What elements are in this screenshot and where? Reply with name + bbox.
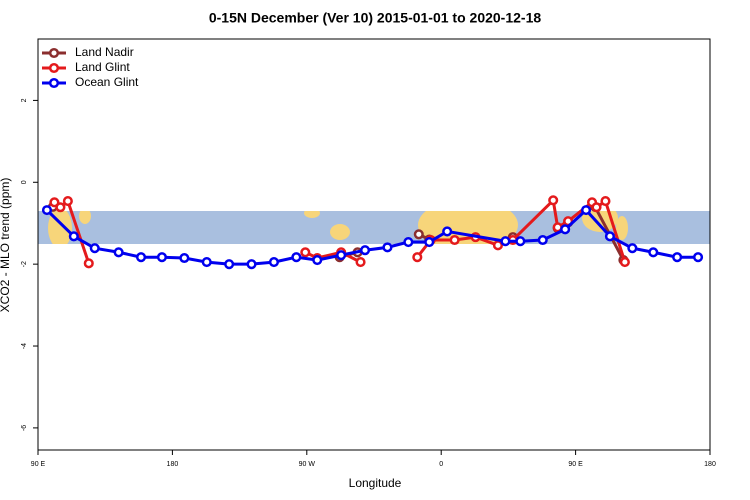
x-tick-label: 90 E <box>568 461 583 468</box>
series-point <box>413 229 424 240</box>
y-tick-label: -4 <box>21 343 28 349</box>
series-point <box>600 196 611 207</box>
x-axis-label: Longitude <box>349 476 402 490</box>
series-point <box>442 226 453 237</box>
legend-label: Land Nadir <box>75 45 134 59</box>
series-point <box>627 243 638 254</box>
series-point <box>201 257 212 268</box>
series-point <box>591 202 602 213</box>
series-point <box>312 255 323 266</box>
series-point <box>672 252 683 263</box>
series-point <box>548 195 559 206</box>
x-tick-label: 90 E <box>31 461 46 468</box>
series-point <box>49 197 60 208</box>
series-point <box>515 236 526 247</box>
y-tick-label: -6 <box>21 425 28 431</box>
y-tick-label: -2 <box>21 261 28 267</box>
series-point <box>355 257 366 268</box>
series-point <box>619 257 630 268</box>
series-point <box>113 247 124 258</box>
series-point <box>156 252 167 263</box>
plot-frame <box>37 38 711 451</box>
series-point <box>648 247 659 258</box>
series-point <box>412 252 423 263</box>
series-point <box>336 250 347 261</box>
series-point <box>581 205 592 216</box>
legend-label: Land Glint <box>75 60 130 74</box>
series-point <box>403 236 414 248</box>
series-point <box>382 242 393 253</box>
series-point <box>359 245 371 256</box>
legend-swatch-marker <box>48 62 60 74</box>
series-point <box>693 252 704 263</box>
series-point <box>291 252 302 263</box>
series-point <box>246 259 257 270</box>
map-band <box>38 211 710 244</box>
series-point <box>135 252 147 263</box>
series-point <box>424 236 435 248</box>
y-axis-label: XCO2 - MLO trend (ppm) <box>0 178 12 313</box>
y-tick-label: 2 <box>21 98 28 102</box>
legend-label: Ocean Glint <box>75 75 139 89</box>
legend-swatch-marker <box>48 47 60 59</box>
x-tick-label: 180 <box>704 461 716 468</box>
series-point <box>41 205 53 216</box>
series-point <box>179 252 190 264</box>
series-point <box>55 202 66 213</box>
series-point <box>68 231 79 242</box>
series-point <box>89 243 100 254</box>
series-point <box>500 236 511 247</box>
series-point <box>83 258 94 269</box>
legend-swatch-marker <box>48 77 60 89</box>
series-point <box>300 247 311 258</box>
x-tick-label: 0 <box>439 461 443 468</box>
y-tick-label: 0 <box>21 180 28 184</box>
series-point <box>492 240 503 251</box>
x-tick-label: 90 W <box>299 461 316 468</box>
chart-title: 0-15N December (Ver 10) 2015-01-01 to 20… <box>209 10 542 26</box>
series-point <box>560 224 571 235</box>
series-point <box>224 259 235 270</box>
series-point <box>604 231 615 242</box>
series-point <box>449 234 460 246</box>
series-point <box>537 234 548 246</box>
series-point <box>268 257 279 268</box>
x-tick-label: 180 <box>167 461 179 468</box>
series-point <box>62 196 73 207</box>
